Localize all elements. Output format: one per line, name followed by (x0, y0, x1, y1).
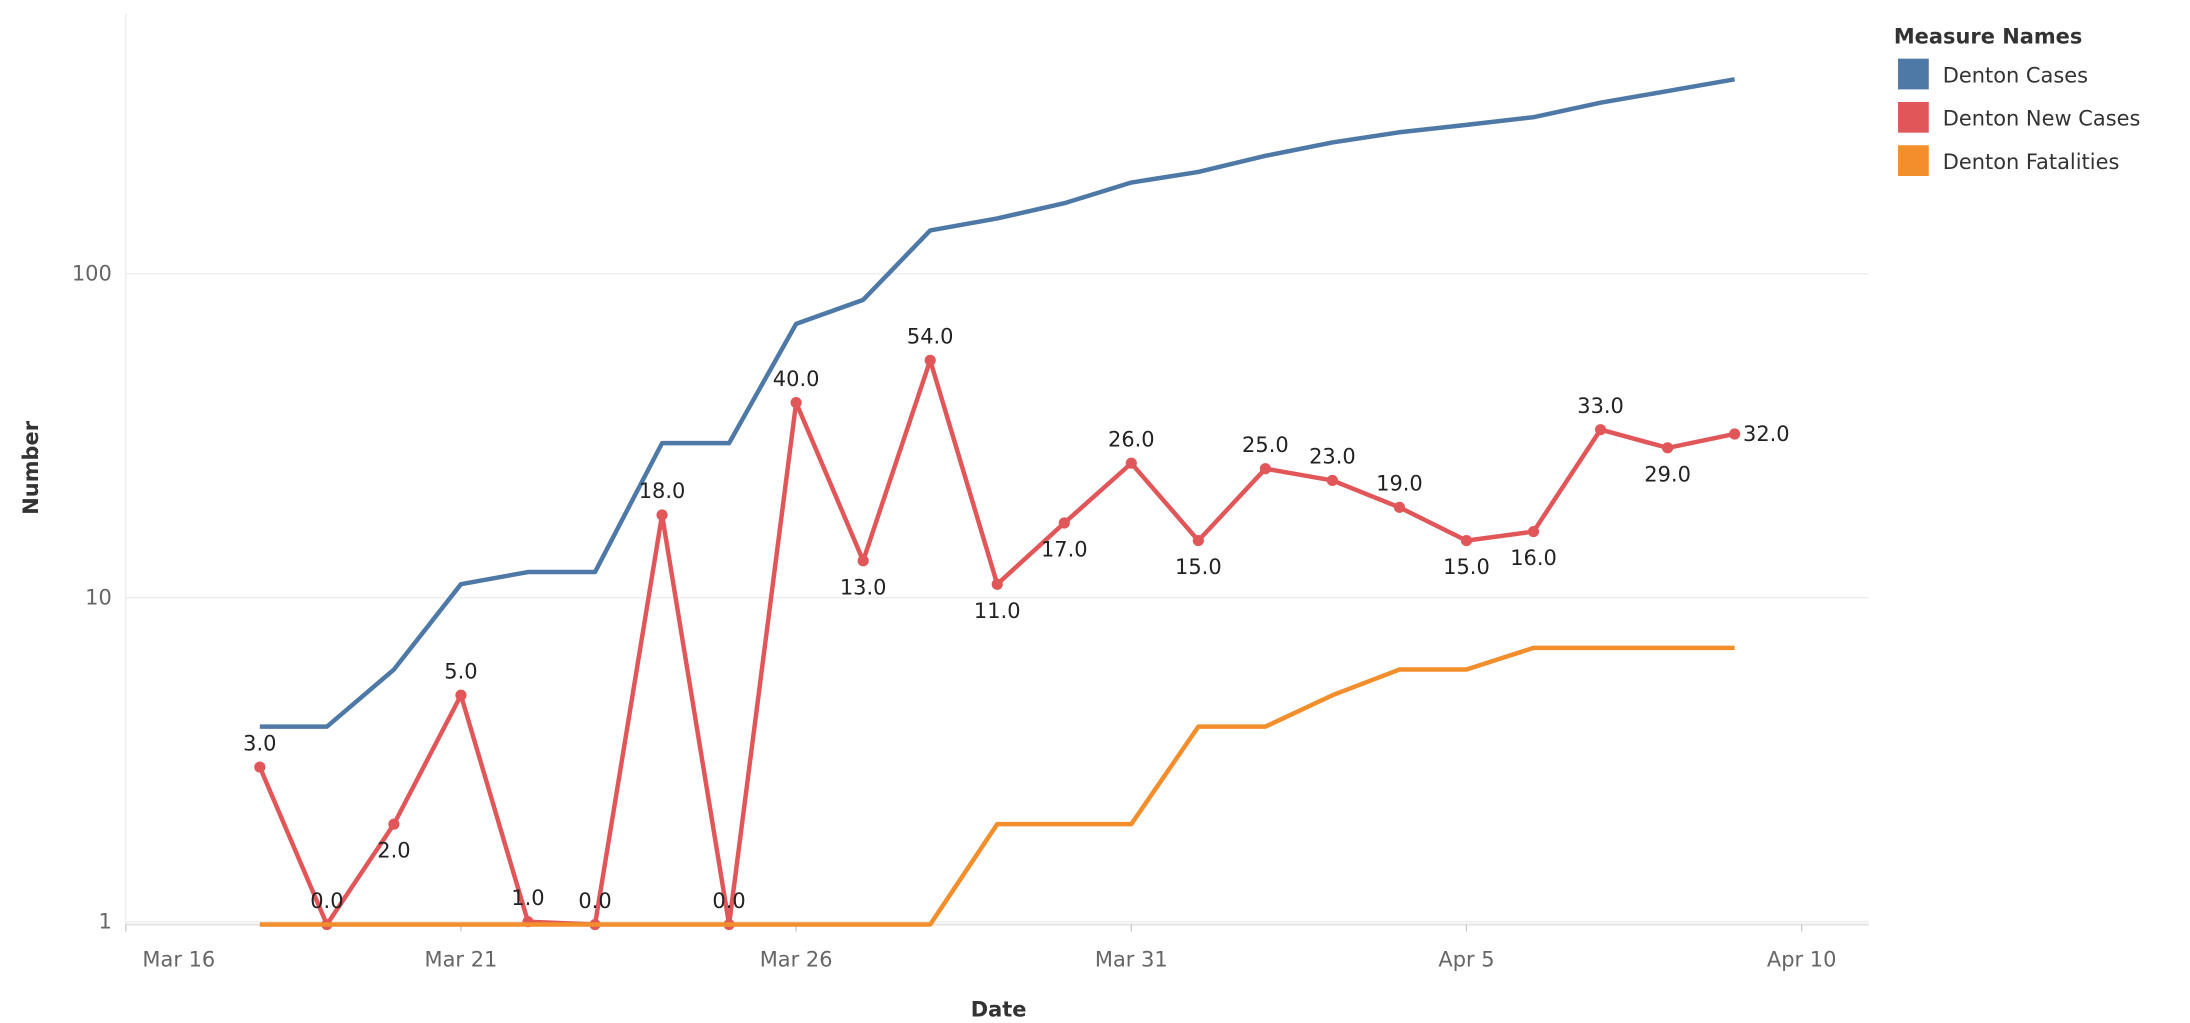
data-label: 3.0 (243, 731, 276, 755)
x-axis-title: Date (971, 998, 1027, 1022)
legend-label: Denton Fatalities (1943, 150, 2120, 174)
data-label: 15.0 (1443, 555, 1490, 579)
point (1729, 428, 1741, 440)
y-tick-label: 100 (72, 262, 112, 286)
x-tick-label: Mar 21 (425, 947, 498, 971)
y-tick-label: 1 (98, 910, 111, 934)
point (857, 555, 869, 567)
data-label: 18.0 (639, 479, 686, 503)
point (924, 354, 936, 366)
data-label: 0.0 (712, 889, 745, 913)
legend-title: Measure Names (1894, 24, 2082, 48)
data-label: 17.0 (1041, 538, 1088, 562)
y-tick-label: 10 (85, 586, 112, 610)
point (1125, 457, 1137, 469)
point (1058, 517, 1070, 529)
point (991, 578, 1003, 590)
data-label: 33.0 (1577, 394, 1624, 418)
point (1192, 535, 1204, 547)
point (455, 689, 467, 701)
x-tick-label: Apr 5 (1438, 947, 1494, 971)
point (254, 761, 266, 773)
point (1662, 442, 1674, 454)
data-label: 0.0 (578, 889, 611, 913)
series-line (259, 645, 1735, 927)
legend-label: Denton Cases (1943, 63, 2088, 87)
data-label: 19.0 (1376, 472, 1423, 496)
series-line (257, 358, 1736, 927)
x-tick-label: Apr 10 (1767, 947, 1837, 971)
legend-swatch (1898, 145, 1929, 176)
point (790, 396, 802, 409)
point (1527, 525, 1540, 538)
data-label: 5.0 (444, 659, 477, 683)
series-line (259, 77, 1736, 729)
data-label: 23.0 (1309, 445, 1356, 469)
data-label: 2.0 (377, 839, 410, 863)
point (1326, 474, 1339, 487)
x-tick-label: Mar 16 (142, 947, 215, 971)
legend-swatch (1898, 58, 1929, 90)
data-label: 40.0 (773, 367, 820, 391)
point (388, 818, 400, 830)
data-label: 54.0 (907, 325, 954, 349)
data-label: 26.0 (1108, 427, 1155, 451)
x-tick-label: Mar 26 (760, 947, 833, 971)
point (656, 509, 668, 521)
data-label: 15.0 (1175, 555, 1222, 579)
legend-label: Denton New Cases (1943, 107, 2141, 131)
data-label: 16.0 (1510, 546, 1557, 570)
point (1393, 501, 1406, 513)
point (1460, 535, 1473, 547)
data-label: 0.0 (310, 889, 343, 913)
point (1259, 463, 1271, 475)
data-label: 1.0 (511, 886, 544, 910)
x-tick-label: Mar 31 (1095, 947, 1168, 971)
data-label: 11.0 (974, 599, 1021, 623)
data-label: 13.0 (840, 575, 887, 599)
point (1594, 424, 1607, 436)
data-label: 29.0 (1644, 462, 1691, 486)
data-label: 25.0 (1242, 433, 1289, 457)
data-label: 32.0 (1743, 422, 1790, 446)
legend-swatch (1898, 101, 1929, 133)
y-axis-title: Number (19, 420, 43, 514)
